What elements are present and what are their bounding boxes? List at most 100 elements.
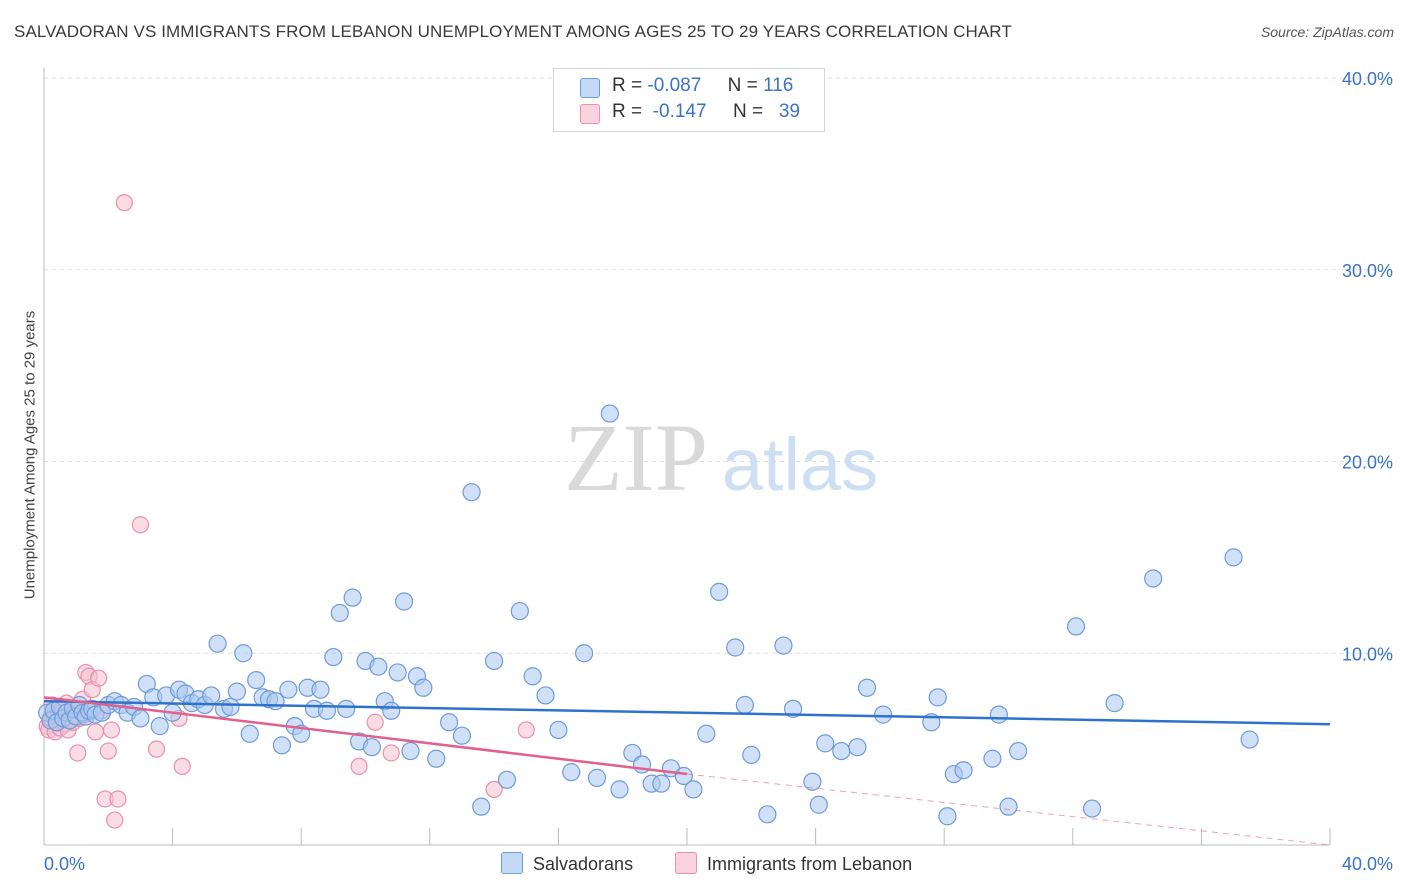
data-point-salvadorans — [1105, 694, 1124, 713]
data-point-salvadorans — [999, 797, 1018, 816]
data-point-salvadorans — [427, 749, 446, 768]
data-point-lebanon — [99, 742, 117, 760]
data-point-salvadorans — [388, 663, 407, 682]
legend-r-label: R = — [612, 101, 643, 122]
data-point-salvadorans — [989, 705, 1008, 724]
trend-lines — [43, 696, 1331, 846]
data-point-salvadorans — [401, 741, 420, 761]
data-point-salvadorans — [610, 780, 629, 799]
data-point-lebanon — [86, 723, 105, 741]
data-point-salvadorans — [497, 770, 517, 789]
data-point-salvadorans — [697, 724, 716, 743]
data-point-lebanon — [131, 516, 150, 534]
legend-r-value: -0.087 — [647, 75, 702, 96]
data-point-salvadorans — [536, 686, 555, 705]
data-point-salvadorans — [523, 667, 542, 686]
data-point-lebanon — [90, 669, 108, 687]
data-point-lebanon — [69, 744, 87, 762]
data-point-salvadorans — [1144, 569, 1163, 588]
data-point-salvadorans — [234, 644, 253, 663]
data-point-salvadorans — [462, 483, 481, 502]
bottom-legend-lebanon: Immigrants from Lebanon — [675, 852, 912, 875]
x-tick-label-max: 40.0% — [1342, 854, 1393, 874]
x-tick-label-min: 0.0% — [44, 854, 85, 874]
trend-line-salvadorans — [43, 699, 1331, 726]
bottom-legend-swatch-pink — [675, 852, 697, 874]
data-point-salvadorans — [954, 761, 973, 780]
watermark-zip: ZIP — [564, 404, 708, 511]
watermark: ZIP atlas — [564, 404, 878, 511]
legend-swatch-blue — [580, 78, 600, 98]
data-point-salvadorans — [928, 688, 947, 707]
data-point-salvadorans — [1240, 730, 1259, 749]
data-point-salvadorans — [330, 603, 349, 623]
data-point-salvadorans — [394, 592, 414, 611]
data-point-salvadorans — [150, 717, 169, 736]
trend-line-lebanon — [43, 696, 688, 776]
trend-line-lebanon-extrapolated — [686, 773, 1331, 846]
data-point-lebanon — [102, 721, 121, 739]
data-point-salvadorans — [587, 768, 607, 787]
data-point-salvadorans — [414, 678, 433, 697]
legend-n-value: 116 — [763, 75, 794, 96]
data-point-salvadorans — [983, 749, 1002, 768]
data-point-lebanon — [109, 790, 127, 808]
correlation-legend: R = -0.087 N = 116 R = -0.147 N = 39 — [553, 68, 825, 132]
source-credit: Source: ZipAtlas.com — [1260, 24, 1394, 40]
tick-labels: 10.0% 20.0% 30.0% 40.0% 0.0% 40.0% — [44, 69, 1393, 874]
y-tick-label: 10.0% — [1342, 644, 1393, 664]
data-point-lebanon — [115, 194, 133, 212]
data-point-lebanon — [517, 721, 535, 739]
data-point-salvadorans — [783, 699, 803, 718]
data-point-salvadorans — [472, 797, 491, 816]
data-point-salvadorans — [369, 657, 388, 676]
legend-n-label: N = — [732, 101, 764, 122]
y-tick-label: 30.0% — [1342, 261, 1393, 281]
data-point-salvadorans — [684, 780, 703, 799]
data-point-salvadorans — [857, 678, 877, 697]
data-point-salvadorans — [510, 601, 529, 621]
data-point-salvadorans — [1009, 741, 1028, 761]
data-point-lebanon — [147, 740, 166, 758]
legend-r-label: R = — [612, 75, 643, 96]
data-point-salvadorans — [337, 699, 356, 718]
data-point-salvadorans — [735, 695, 754, 715]
data-point-salvadorans — [247, 670, 266, 690]
data-point-lebanon — [485, 780, 503, 798]
data-point-salvadorans — [131, 709, 150, 728]
bottom-legend-label: Immigrants from Lebanon — [707, 854, 913, 874]
data-point-salvadorans — [317, 701, 337, 720]
legend-swatch-pink — [580, 104, 600, 124]
data-point-salvadorans — [227, 682, 246, 701]
data-point-salvadorans — [240, 724, 259, 743]
data-point-salvadorans — [272, 736, 292, 755]
data-point-salvadorans — [809, 795, 828, 814]
data-point-lebanon — [106, 811, 124, 829]
bottom-legend-salvadorans: Salvadorans — [501, 852, 633, 875]
y-tick-label: 20.0% — [1342, 453, 1393, 473]
data-point-salvadorans — [452, 726, 472, 745]
data-point-salvadorans — [600, 404, 619, 423]
data-point-salvadorans — [652, 774, 671, 793]
legend-n-value: 39 — [778, 101, 801, 122]
data-point-salvadorans — [362, 738, 382, 757]
data-point-salvadorans — [774, 636, 793, 655]
data-point-lebanon — [173, 757, 191, 775]
data-point-salvadorans — [832, 741, 851, 761]
data-point-salvadorans — [343, 588, 362, 607]
data-point-salvadorans — [816, 734, 835, 753]
data-point-salvadorans — [562, 763, 581, 782]
data-point-salvadorans — [324, 647, 343, 667]
data-point-salvadorans — [742, 745, 761, 764]
data-point-salvadorans — [1224, 548, 1243, 567]
legend-r-value: -0.147 — [652, 101, 707, 122]
data-point-salvadorans — [938, 807, 957, 826]
data-point-salvadorans — [758, 805, 777, 824]
watermark-atlas: atlas — [722, 423, 878, 506]
data-point-salvadorans — [848, 738, 867, 757]
data-point-lebanon — [350, 757, 368, 775]
data-point-lebanon — [366, 713, 384, 731]
data-point-salvadorans — [874, 705, 893, 724]
y-tick-label: 40.0% — [1342, 69, 1393, 89]
